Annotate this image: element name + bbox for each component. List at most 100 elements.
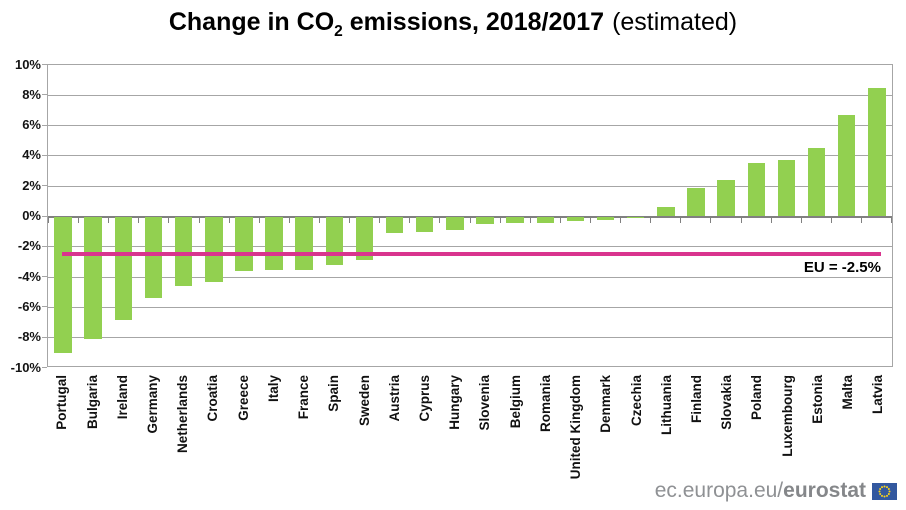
zero-axis-tick [169,217,200,223]
bar-hungary [446,216,464,231]
bar-slot-luxembourg [771,65,801,366]
x-label-cell-portugal: Portugal [47,375,77,505]
zero-axis-tick [501,217,531,223]
zero-axis-tick [290,217,320,223]
y-axis-tick [42,276,47,278]
x-tick-label: United Kingdom [568,375,584,480]
bar-latvia [868,87,886,217]
bar-slot-hungary [440,65,470,366]
bar-slot-italy [259,65,289,366]
bar-slot-lithuania [651,65,681,366]
x-tick-label: Latvia [870,375,886,415]
x-tick-label: Netherlands [175,375,191,454]
zero-axis-tick [711,217,742,223]
zero-axis-tick [802,217,832,223]
zero-axis-tick [772,217,802,223]
x-label-cell-spain: Spain [319,375,349,505]
x-tick-label: Denmark [598,375,614,433]
y-axis-tick [42,124,47,126]
x-label-cell-belgium: Belgium [500,375,530,505]
x-label-cell-czechia: Czechia [621,375,651,505]
zero-axis-tick [200,217,230,223]
x-label-cell-france: France [289,375,319,505]
bar-greece [235,216,253,272]
bar-croatia [205,216,223,282]
bar-lithuania [657,207,675,217]
zero-axis-tick [531,217,561,223]
x-label-cell-united-kingdom: United Kingdom [561,375,591,505]
x-tick-label: Ireland [114,375,130,420]
y-tick-label-8: 8% [22,86,41,102]
zero-axis-tick [320,217,351,223]
bar-spain [325,216,344,265]
eu-average-reference-line [62,252,881,257]
bar-slot-romania [530,65,560,366]
eu-flag-icon [872,482,897,500]
zero-axis-tick [832,217,862,223]
bar-denmark [596,216,615,220]
y-axis-tick [42,367,47,368]
gridline-4 [48,155,892,157]
y-axis-tick [42,245,47,247]
y-axis-tick [42,94,47,96]
bar-sweden [355,216,374,261]
zero-axis-tick [591,217,622,223]
bar-slot-france [289,65,319,366]
zero-axis-line [48,215,892,218]
x-tick-label: Romania [537,375,553,433]
bar-belgium [506,216,524,223]
gridline--2 [48,246,892,248]
plot-area: EU = -2.5% [47,64,893,367]
bar-slovenia [476,216,494,225]
co2-subscript: 2 [334,23,343,40]
y-tick-label-6: 6% [22,117,41,133]
x-tick-label: Lithuania [658,375,674,435]
bar-netherlands [174,216,193,287]
bar-france [295,216,313,270]
x-label-cell-italy: Italy [259,375,289,505]
x-tick-label: Belgium [507,375,523,429]
x-label-cell-croatia: Croatia [198,375,228,505]
zero-axis-tick [139,217,170,223]
bar-slot-netherlands [169,65,199,366]
x-label-cell-ireland: Ireland [107,375,137,505]
y-tick-label--8: -8% [17,329,41,345]
x-tick-label: Bulgaria [84,375,100,430]
x-tick-label: Portugal [54,375,70,430]
x-label-cell-denmark: Denmark [591,375,621,505]
x-tick-label: Luxembourg [779,375,795,457]
bar-slot-ireland [108,65,138,366]
zero-axis-tick [350,217,381,223]
bar-austria [385,216,404,234]
bar-slot-malta [832,65,862,366]
x-tick-label: Hungary [447,375,463,430]
y-axis-tick [42,64,47,65]
y-axis-tick [42,154,47,156]
x-tick-label: Estonia [809,375,825,424]
bar-slot-sweden [349,65,379,366]
bar-slot-united-kingdom [560,65,590,366]
eu-average-label: EU = -2.5% [803,259,881,277]
zero-axis-tick [260,217,290,223]
x-tick-label: Slovenia [477,375,493,431]
bar-cyprus [416,216,434,232]
x-label-cell-sweden: Sweden [349,375,379,505]
zero-axis-tick [742,217,772,223]
zero-axis-tick [410,217,441,223]
bar-slot-belgium [500,65,530,366]
bar-slot-bulgaria [78,65,108,366]
gridline--4 [48,276,892,278]
footer-url-eurostat: eurostat [783,479,866,502]
gridline--6 [48,306,892,308]
y-tick-label-10: 10% [14,56,41,72]
bar-finland [687,187,705,217]
gridline-8 [48,94,892,96]
x-tick-label: Austria [386,375,402,422]
bar-slot-germany [138,65,168,366]
y-tick-label-0: 0% [22,208,41,223]
bar-poland [747,163,766,217]
bar-slot-austria [380,65,410,366]
x-tick-label: Finland [688,375,704,423]
bar-czechia [627,216,645,218]
zero-axis-tick [79,217,110,223]
